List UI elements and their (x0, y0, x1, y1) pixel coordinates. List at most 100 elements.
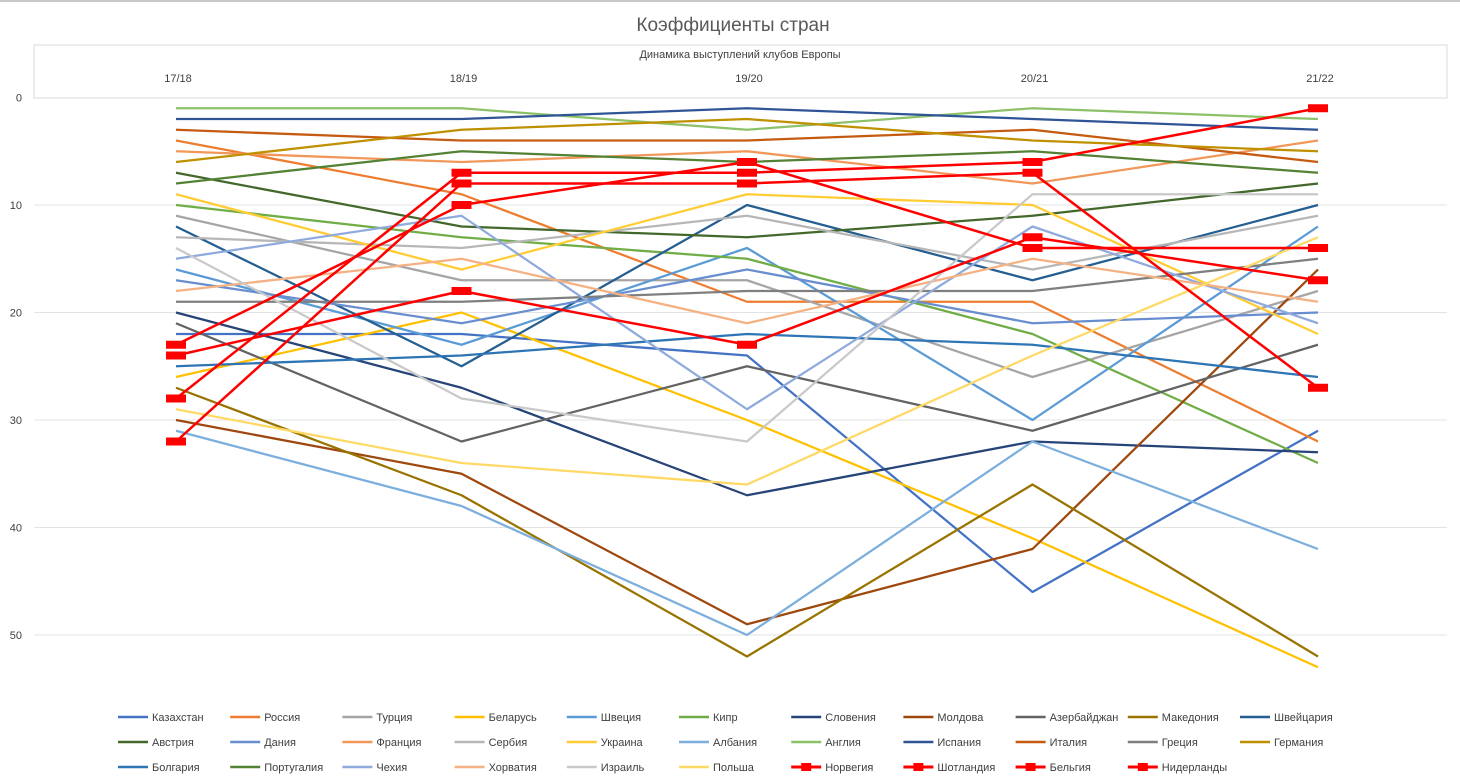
legend-label: Бельгия (1050, 762, 1091, 774)
legend-item: Кипр (679, 712, 738, 724)
chart-subtitle: Динамика выступлений клубов Европы (639, 49, 840, 61)
series-marker-30 (737, 340, 757, 349)
series-marker-31 (166, 394, 186, 403)
legend-label: Англия (825, 737, 861, 749)
series-line-12 (175, 171, 1319, 239)
legend-item: Чехия (342, 762, 407, 774)
legend-marker (913, 763, 924, 771)
y-tick-label: 10 (10, 200, 22, 212)
legend-item: Словения (791, 712, 876, 724)
series-marker-29 (1022, 244, 1043, 252)
legend-label: Словения (825, 712, 876, 724)
legend-label: Хорватия (489, 762, 537, 774)
gridlines (34, 204, 1447, 636)
series-marker-32 (451, 179, 472, 188)
legend-label: Нидерланды (1162, 762, 1227, 774)
y-tick-label: 20 (10, 308, 22, 320)
legend-label: Турция (376, 712, 412, 724)
y-tick-label: 50 (10, 630, 22, 642)
y-tick-label: 30 (10, 415, 22, 427)
legend-label: Казахстан (152, 712, 204, 724)
legend-item: Австрия (118, 737, 194, 749)
legend-item: Казахстан (118, 712, 204, 724)
series-line-3 (175, 214, 1319, 379)
legend-marker (801, 763, 812, 771)
legend-label: Молдова (937, 712, 984, 724)
legend-item: Хорватия (454, 762, 537, 774)
legend-label: Дания (264, 737, 296, 749)
legend-label: Македония (1162, 712, 1219, 724)
legend-item: Украина (566, 737, 644, 749)
legend-label: Беларусь (489, 712, 537, 724)
legend-item: Швейцария (1240, 712, 1333, 724)
legend-item: Молдова (903, 712, 984, 724)
legend-item: Греция (1127, 737, 1198, 749)
series-line-10 (175, 386, 1319, 658)
x-tick-label: 17/18 (164, 73, 192, 85)
series-marker-30 (451, 287, 472, 295)
series-line-17 (175, 429, 1319, 637)
legend-item: Польша (679, 762, 755, 774)
chart-title: Коэффициенты стран (636, 15, 829, 36)
legend-label: Норвегия (825, 762, 873, 774)
series-line-7 (175, 311, 1319, 497)
y-axis-ticks: 0 10 20 30 40 50 (10, 93, 22, 643)
legend-item: Турция (342, 712, 412, 724)
series-marker-31 (451, 168, 472, 177)
series-marker-31 (1308, 104, 1328, 113)
window-top-border (0, 0, 1460, 2)
series-marker-29 (737, 158, 757, 166)
legend-item: Беларусь (454, 712, 537, 724)
series-marker-31 (737, 168, 757, 177)
legend-item: Бельгия (1015, 762, 1091, 774)
legend-item: Албания (679, 737, 757, 749)
x-tick-label: 20/21 (1021, 73, 1049, 85)
legend-label: Албания (713, 737, 757, 749)
legend-marker (1025, 763, 1036, 771)
series-line-18 (176, 107, 1319, 131)
legend-item: Португалия (230, 762, 323, 774)
series-line-28 (175, 236, 1319, 486)
x-tick-label: 18/19 (450, 73, 478, 85)
legend-label: Швеция (601, 712, 641, 724)
legend-item: Македония (1127, 712, 1219, 724)
x-tick-label: 19/20 (735, 73, 763, 85)
series-lines (175, 107, 1319, 669)
legend-label: Россия (264, 712, 300, 724)
legend-item: Франция (342, 737, 422, 749)
series-markers (166, 104, 1328, 446)
legend-item: Швеция (566, 712, 641, 724)
series-line-4 (175, 311, 1319, 669)
legend-item: Германия (1240, 737, 1323, 749)
legend-item: Англия (791, 737, 861, 749)
series-marker-32 (166, 437, 186, 446)
x-axis-ticks: 17/18 18/19 19/20 20/21 21/22 (164, 73, 1334, 85)
legend-marker (1137, 763, 1148, 771)
legend: Казахстан Россия Турция Беларусь Швеция Кипр С… (118, 712, 1333, 774)
series-line-13 (175, 268, 1319, 325)
series-marker-30 (1308, 276, 1328, 285)
x-tick-label: 21/22 (1306, 73, 1334, 85)
legend-label: Шотландия (937, 762, 995, 774)
y-tick-label: 40 (10, 523, 22, 535)
series-marker-29 (166, 340, 186, 349)
series-line-19 (176, 107, 1319, 131)
legend-label: Израиль (601, 762, 645, 774)
series-line-27 (175, 193, 1318, 443)
legend-item: Италия (1015, 737, 1087, 749)
series-marker-30 (166, 351, 186, 360)
legend-item: Норвегия (791, 762, 873, 774)
legend-item: Болгария (118, 762, 200, 774)
legend-item: Шотландия (903, 762, 995, 774)
series-marker-32 (1308, 383, 1328, 392)
legend-item: Израиль (566, 762, 645, 774)
legend-item: Россия (230, 712, 300, 724)
series-line-21 (176, 257, 1319, 303)
legend-label: Франция (376, 737, 421, 749)
legend-label: Болгария (152, 762, 200, 774)
series-marker-32 (1022, 168, 1043, 177)
series-marker-30 (1022, 233, 1043, 242)
series-marker-32 (737, 179, 757, 188)
legend-label: Германия (1274, 737, 1323, 749)
